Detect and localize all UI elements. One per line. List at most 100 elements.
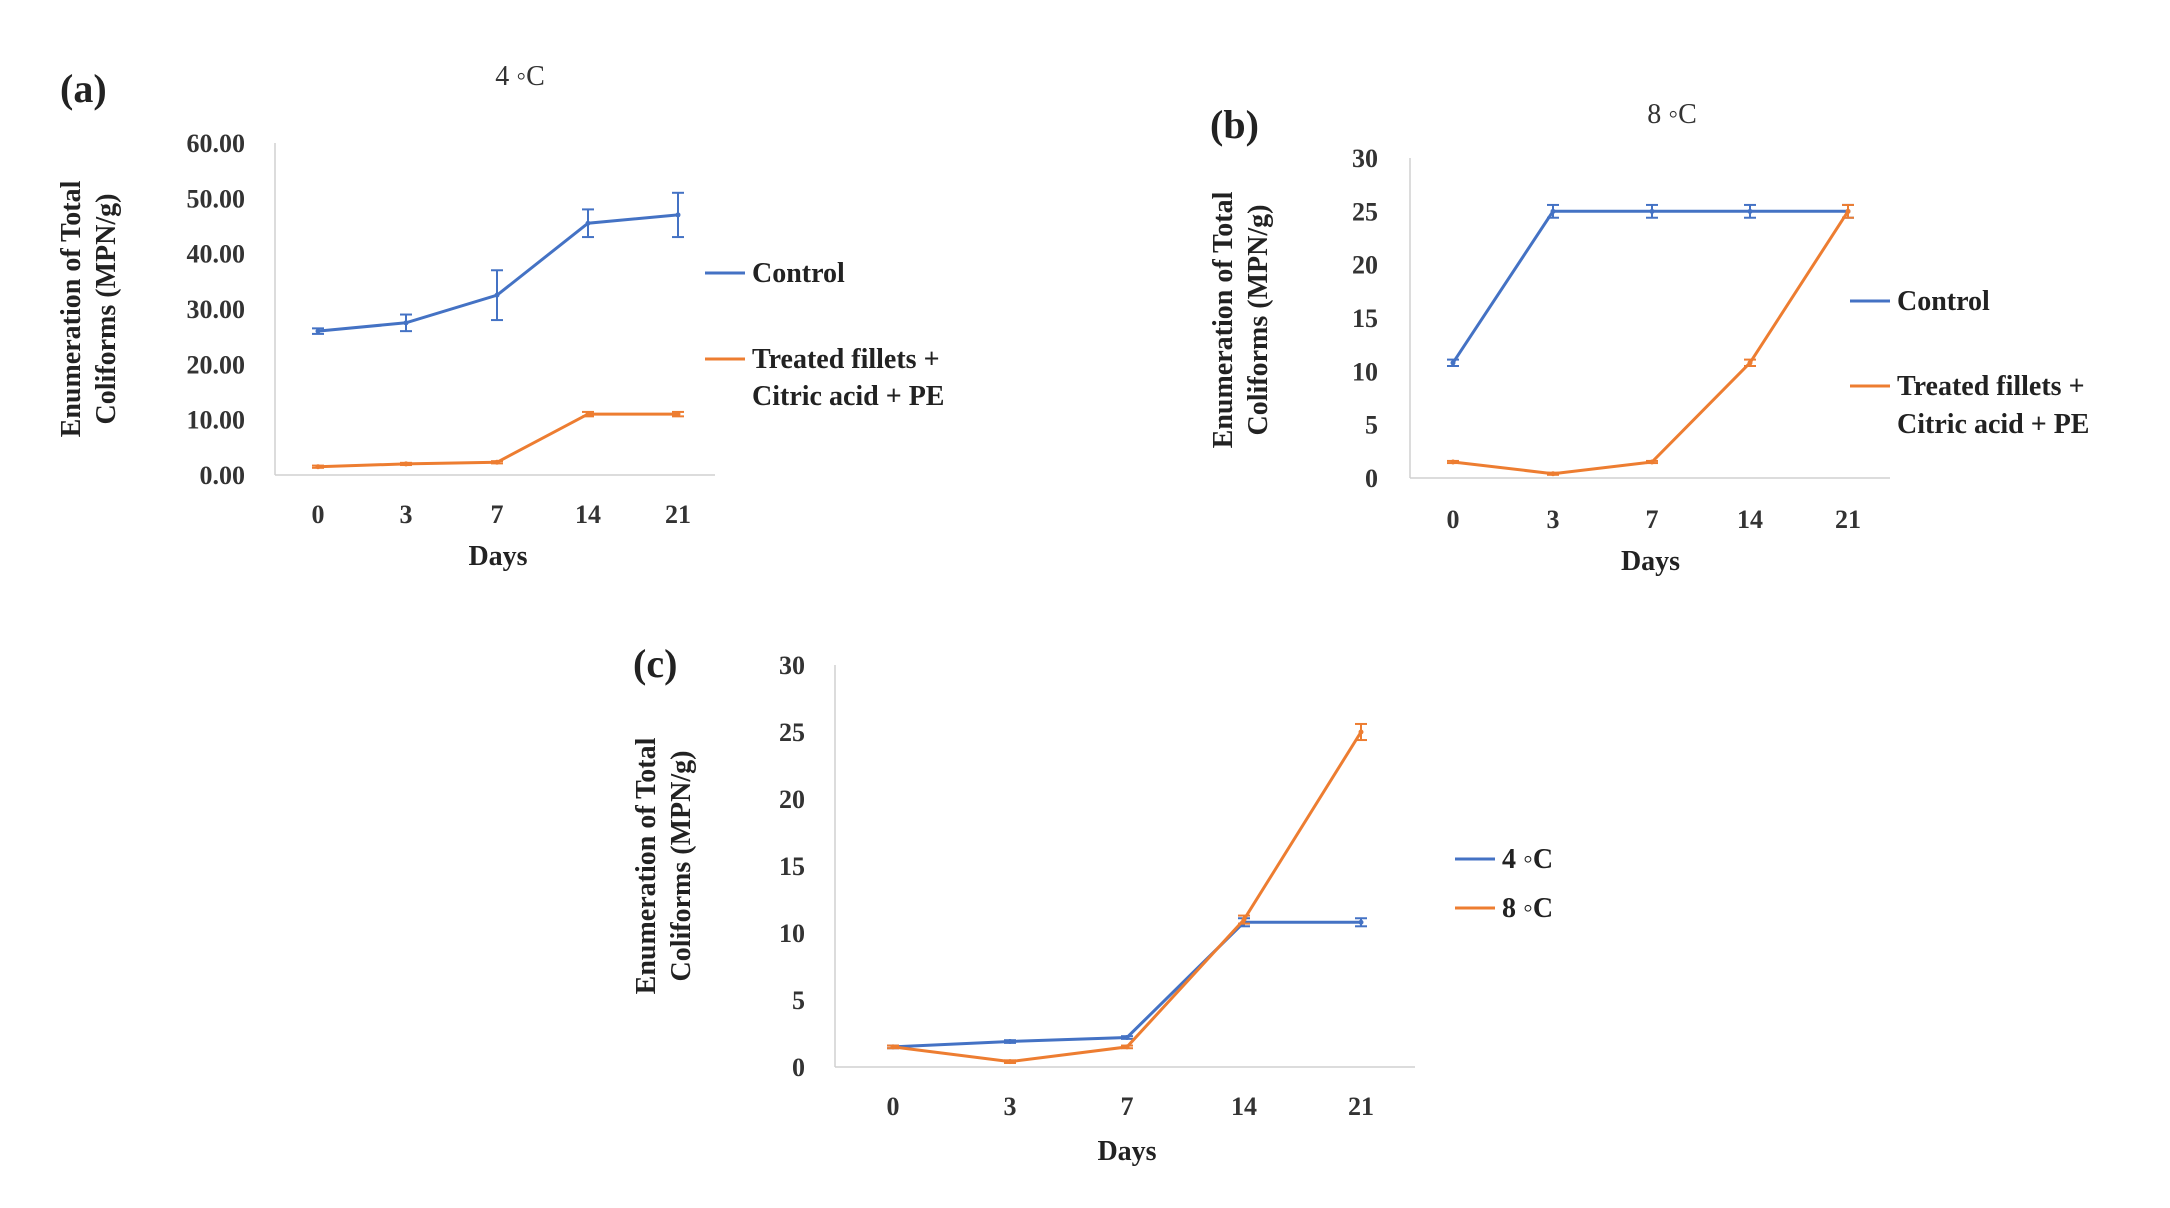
y-tick-label: 10 [779,919,805,948]
data-point [1550,471,1556,477]
data-point [1450,360,1456,366]
x-tick-label: 21 [665,500,691,529]
chart-panel-a: (a) 4 ◦C 0.00 10.00 20.00 30.00 40.00 50.00 60.0… [56,61,944,572]
panel-label: (b) [1210,102,1259,147]
y-tick-label: 0 [792,1053,805,1082]
series-line [892,920,1361,1049]
x-axis-title: Days [1621,546,1680,577]
y-axis-title-line: Enumeration of Total [631,737,662,994]
series-line [317,412,678,469]
data-point [1124,1044,1130,1050]
x-axis-title: Days [1097,1136,1156,1167]
data-point [1649,208,1655,214]
data-point [1450,459,1456,465]
y-tick-label: 50.00 [187,184,246,213]
y-tick-label: 25 [1352,197,1378,226]
legend-entry: Control [1850,286,1990,317]
y-axis-title-line: Coliforms (MPN/g) [1243,205,1274,436]
data-point [675,212,681,218]
y-tick-label: 0.00 [200,461,246,490]
data-point [494,292,500,298]
chart-panel-b: (b) 8 ◦C 0 5 10 15 20 25 30 0 3 7 14 21 Days Enumeratio… [1208,99,2089,577]
x-tick-label: 0 [312,500,325,529]
y-tick-label: 60.00 [187,129,246,158]
data-point [494,459,500,465]
y-axis-title-line: Coliforms (MPN/g) [666,751,697,982]
x-tick-label: 3 [400,500,413,529]
y-tick-label: 25 [779,718,805,747]
legend-label: 4 ◦C [1502,844,1553,875]
x-tick-label: 3 [1004,1092,1017,1121]
y-tick-label: 20 [779,785,805,814]
y-axis-title-line: Enumeration of Total [1208,191,1239,448]
data-point [403,461,409,467]
series-line [1452,210,1850,476]
x-tick-label: 21 [1835,505,1861,534]
panel-label: (c) [633,641,677,686]
data-point [1358,729,1364,735]
y-tick-label: 0 [1365,464,1378,493]
y-tick-label: 5 [792,986,805,1015]
x-axis-title: Days [468,541,527,572]
data-point [315,328,321,334]
data-point [403,320,409,326]
data-point [585,220,591,226]
legend-entry: Treated fillets + Citric acid + PE [705,344,944,412]
chart-title: 4 ◦C [495,61,545,92]
y-tick-label: 30 [1352,144,1378,173]
data-point [1358,919,1364,925]
y-tick-label: 20 [1352,251,1378,280]
series-1 [312,191,684,335]
data-point [890,1044,896,1050]
legend-entry: Treated fillets + Citric acid + PE [1850,371,2089,440]
data-point [1124,1035,1130,1041]
legend-label: Treated fillets + Citric acid + PE [752,344,944,412]
y-tick-label: 5 [1365,411,1378,440]
y-tick-label: 15 [779,852,805,881]
series-line [1451,209,1848,364]
legend-label: Control [1897,286,1990,317]
y-axis-title-line: Coliforms (MPN/g) [91,194,122,425]
data-point [1007,1039,1013,1045]
y-tick-label: 15 [1352,304,1378,333]
legend-label: Treated fillets + Citric acid + PE [1897,371,2089,440]
y-tick-label: 10.00 [187,406,246,435]
data-point [585,411,591,417]
data-point [1845,208,1851,214]
chart-panel-c: (c) 0 5 10 15 20 25 30 0 3 7 14 21 Days Enumeration of… [631,641,1553,1167]
legend-label: Control [752,258,845,289]
data-point [1550,208,1556,214]
series-line [892,731,1363,1064]
y-tick-label: 10 [1352,357,1378,386]
data-point [675,411,681,417]
y-tick-label: 20.00 [187,350,246,379]
data-point [1747,360,1753,366]
x-tick-label: 7 [491,500,504,529]
series-1 [887,917,1367,1050]
legend-label: 8 ◦C [1502,893,1553,924]
x-tick-label: 3 [1547,505,1560,534]
chart-title: 8 ◦C [1647,99,1697,130]
data-point [1241,917,1247,923]
data-point [1007,1059,1013,1065]
x-tick-label: 14 [575,500,601,529]
series-2 [312,410,684,470]
series-2 [887,722,1367,1065]
x-tick-label: 0 [887,1092,900,1121]
series-2 [1447,203,1854,477]
legend-entry: 4 ◦C [1455,844,1553,875]
x-tick-label: 14 [1737,505,1763,534]
data-point [315,464,321,470]
x-tick-label: 7 [1646,505,1659,534]
data-point [1747,208,1753,214]
data-point [1649,459,1655,465]
panel-label: (a) [60,66,107,111]
legend-entry: 8 ◦C [1455,893,1553,924]
x-tick-label: 14 [1231,1092,1257,1121]
x-tick-label: 21 [1348,1092,1374,1121]
series-1 [1447,203,1854,367]
x-tick-label: 7 [1121,1092,1134,1121]
y-tick-label: 40.00 [187,240,246,269]
x-tick-label: 0 [1447,505,1460,534]
